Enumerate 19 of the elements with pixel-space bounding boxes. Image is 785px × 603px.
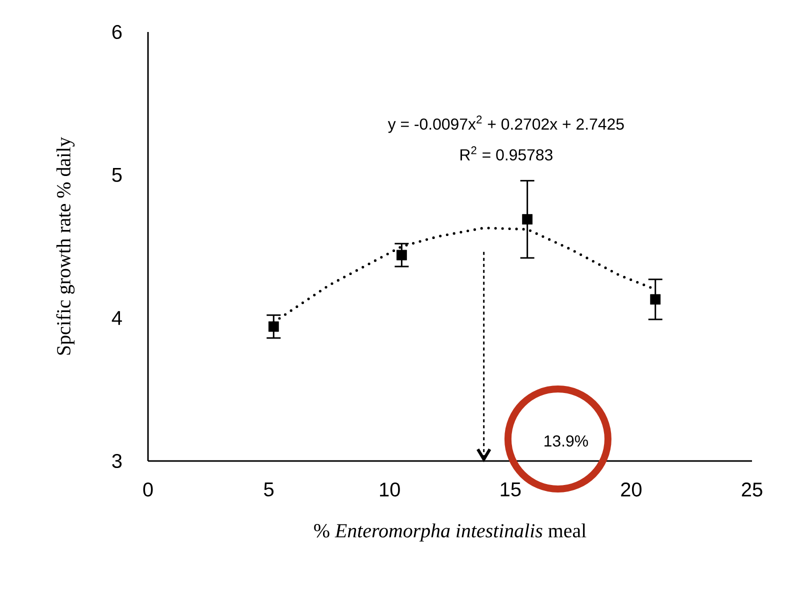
y-tick-label: 5 <box>112 168 122 182</box>
x-tick-label: 5 <box>264 482 274 496</box>
point <box>650 294 661 305</box>
x-tick-label: 0 <box>143 482 153 497</box>
x-tick-label: 15 <box>500 482 521 496</box>
y-axis-title: Spcific growth rate % daily <box>56 136 75 355</box>
ref-line-label: 13.9% <box>544 435 588 447</box>
y-tick-label: 4 <box>112 311 122 325</box>
x-tick-label: 20 <box>621 482 642 497</box>
point <box>396 250 407 260</box>
point <box>268 321 279 332</box>
y-tick-label: 3 <box>112 454 122 468</box>
point <box>522 214 533 225</box>
x-axis-title: % Enteromorpha intestinalis meal <box>314 523 586 542</box>
y-tick-label: 6 <box>112 24 122 40</box>
x-tick-label: 10 <box>380 482 400 497</box>
x-tick-label: 25 <box>742 482 762 497</box>
annotation: y = -0.0097x$^{2}$ + 0.2702x + 2.7425 <box>388 116 624 133</box>
annotation: R$^{2}$ = 0.95783 <box>460 146 552 160</box>
